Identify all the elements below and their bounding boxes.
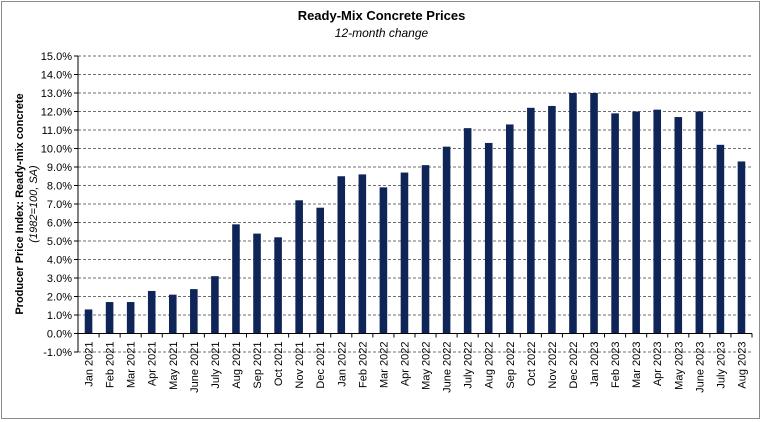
x-tick-label: June 2021 (189, 342, 201, 393)
y-tick-label: 6.0% (47, 218, 72, 230)
bar (737, 161, 746, 334)
bar (653, 109, 662, 334)
bar (527, 107, 535, 334)
x-tick-label: July 2022 (463, 342, 475, 389)
x-tick-label: June 2022 (442, 342, 454, 393)
bar (253, 233, 261, 334)
gridlines (78, 55, 752, 353)
x-tick-label: Jan 2023 (589, 342, 601, 387)
x-tick-label: Jan 2022 (336, 342, 348, 387)
x-tick-label: May 2023 (673, 342, 685, 390)
x-tick-label: Feb 2022 (357, 342, 369, 388)
bar (84, 309, 93, 334)
chart-subtitle: 12-month change (334, 26, 429, 40)
y-tick-label: 4.0% (47, 255, 72, 267)
x-tick-label: May 2022 (421, 342, 433, 390)
x-tick-label: Mar 2021 (126, 342, 138, 388)
x-tick-label: Nov 2022 (547, 342, 559, 389)
x-tick-label: Aug 2021 (231, 342, 243, 389)
y-tick-label: 5.0% (47, 236, 72, 248)
bar (295, 200, 303, 334)
bar (105, 302, 114, 334)
bar (421, 165, 430, 334)
x-tick-label: July 2021 (210, 342, 222, 389)
bar (548, 105, 556, 334)
bar (463, 128, 472, 334)
bar (484, 142, 493, 334)
bar (316, 207, 325, 334)
x-tick-label: Apr 2022 (399, 342, 411, 387)
axes (77, 56, 752, 352)
x-tick-label: May 2021 (168, 342, 180, 390)
y-axis-sublabel: (1982=100, SA) (28, 165, 40, 243)
bar (590, 93, 598, 334)
bar (190, 289, 198, 334)
y-tick-label: 1.0% (47, 310, 72, 322)
x-tick-label: Aug 2022 (484, 342, 496, 389)
bar (674, 117, 683, 334)
x-tick-label: Dec 2022 (568, 342, 580, 389)
y-tick-label: 11.0% (42, 125, 73, 137)
bars (84, 93, 746, 334)
y-tick-label: 2.0% (47, 292, 72, 304)
bar (632, 111, 640, 334)
y-tick-label: 14.0% (41, 70, 72, 82)
x-tick-label: Mar 2023 (631, 342, 643, 388)
bar (168, 294, 177, 334)
bar (611, 113, 619, 334)
x-tick-label: Feb 2023 (610, 342, 622, 388)
x-tick-label: Sep 2022 (505, 342, 517, 389)
y-axis-ticks: -1.0% 0.0% 1.0% 2.0% 3.0% 4.0% 5.0% 6.0% 7.0% 8.0… (41, 51, 78, 359)
bar (274, 237, 282, 334)
x-tick-label: Aug 2023 (736, 342, 748, 389)
x-tick-label: Jan 2021 (84, 342, 96, 387)
x-tick-label: Oct 2022 (526, 342, 538, 387)
y-tick-label: 9.0% (47, 162, 72, 174)
bar (379, 187, 388, 334)
x-axis-ticks: Jan 2021 Feb 2021 Mar 2021 Apr 2021 May 2021… (77, 333, 753, 393)
bar (442, 146, 451, 334)
bar (358, 174, 367, 334)
y-tick-label: 12.0% (41, 107, 72, 119)
x-tick-label: Oct 2021 (273, 342, 285, 387)
y-tick-label: 15.0% (41, 51, 72, 63)
bar (147, 290, 156, 334)
x-tick-label: Nov 2021 (294, 342, 306, 389)
bar (569, 93, 577, 334)
y-tick-label: 3.0% (47, 273, 72, 285)
y-tick-label: 13.0% (41, 88, 72, 100)
bar (232, 224, 240, 334)
y-tick-label: 8.0% (47, 181, 72, 193)
y-tick-label: -1.0% (43, 347, 72, 359)
bar (126, 302, 135, 334)
x-tick-label: June 2023 (694, 342, 706, 393)
x-tick-label: Mar 2022 (378, 342, 390, 388)
x-tick-label: Sep 2021 (252, 342, 264, 389)
bar (695, 111, 704, 334)
y-tick-label: 10.0% (41, 144, 72, 156)
y-tick-label: 7.0% (47, 199, 72, 211)
x-tick-label: Apr 2021 (147, 342, 159, 387)
x-tick-label: July 2023 (715, 342, 727, 389)
bar (211, 276, 219, 334)
chart-title: Ready-Mix Concrete Prices (297, 8, 466, 23)
y-tick-label: 0.0% (47, 329, 72, 341)
bar (505, 124, 514, 334)
x-tick-label: Apr 2023 (652, 342, 664, 387)
x-tick-label: Feb 2021 (105, 342, 117, 388)
bar (337, 176, 346, 334)
bar (400, 172, 409, 334)
y-axis-label-group: Producer Price Index: Ready-mix concrete… (14, 93, 40, 314)
bar (716, 144, 725, 334)
x-tick-label: Dec 2021 (315, 342, 327, 389)
y-axis-label: Producer Price Index: Ready-mix concrete (14, 93, 26, 314)
